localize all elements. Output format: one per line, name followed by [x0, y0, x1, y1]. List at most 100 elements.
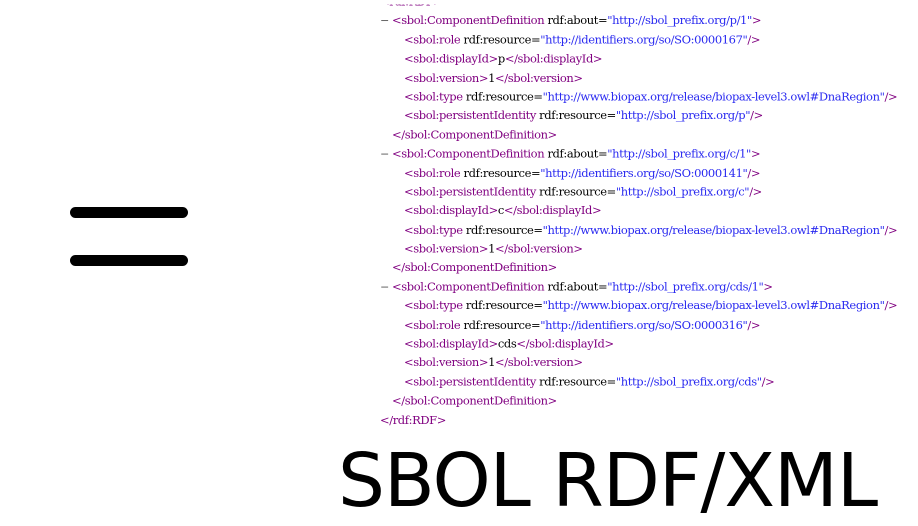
xml-tag: />: [884, 222, 898, 237]
xml-tag: />: [761, 374, 775, 389]
xml-value: "http://sbol_prefix.org/c/1": [607, 146, 751, 161]
xml-value: "http://identifiers.org/so/SO:0000141": [540, 165, 748, 180]
xml-tag: <sbol:ComponentDefinition: [392, 279, 545, 294]
xml-tag: >: [750, 146, 761, 161]
xml-tag: <sbol:displayId>: [404, 51, 498, 66]
xml-line-component-close: </sbol:ComponentDefinition>: [368, 259, 916, 278]
xml-line-child: <sbol:persistentIdentity rdf:resource="h…: [368, 183, 916, 202]
xml-equals: =: [606, 374, 617, 389]
xml-tag: </sbol:version>: [495, 70, 583, 85]
xml-value: "http://www.biopax.org/release/biopax-le…: [542, 298, 885, 313]
xml-tag: <sbol:ComponentDefinition: [392, 13, 545, 28]
xml-line-component-open[interactable]: − <sbol:ComponentDefinition rdf:about="ht…: [368, 12, 916, 31]
xml-line-child: <sbol:role rdf:resource="http://identifi…: [368, 164, 916, 183]
collapse-toggle: −: [380, 280, 389, 294]
xml-line-rdf-open[interactable]: −<rdf:RDF>: [368, 4, 916, 11]
xml-line-child: <sbol:version>1</sbol:version>: [368, 69, 916, 88]
xml-tag: />: [884, 89, 898, 104]
xml-text: cds: [497, 336, 517, 351]
xml-value: "http://sbol_prefix.org/p": [615, 108, 751, 123]
xml-tag: />: [747, 165, 761, 180]
xml-listing: −<rdf:RDF>−<sbol:ComponentDefinition rdf…: [368, 4, 916, 440]
xml-attribute: rdf:resource: [462, 298, 534, 313]
xml-attribute: rdf:resource: [460, 317, 532, 332]
xml-tag: <rdf:RDF>: [380, 4, 443, 8]
xml-tag: <sbol:persistentIdentity: [404, 108, 536, 123]
xml-tag: </sbol:displayId>: [504, 51, 603, 66]
xml-text: 1: [488, 355, 496, 370]
xml-line-child: <sbol:version>1</sbol:version>: [368, 240, 916, 259]
xml-equals: =: [531, 317, 541, 332]
equals-bar-bottom: [70, 255, 188, 266]
xml-tag: <sbol:ComponentDefinition: [392, 146, 545, 161]
xml-tag: <sbol:displayId>: [404, 336, 498, 351]
xml-value: "http://identifiers.org/so/SO:0000167": [540, 32, 748, 47]
xml-equals: =: [533, 298, 543, 313]
xml-equals: =: [531, 165, 541, 180]
xml-tag: <sbol:role: [404, 165, 461, 180]
xml-value: "http://sbol_prefix.org/cds": [615, 374, 762, 389]
xml-tag: </sbol:ComponentDefinition>: [392, 127, 557, 142]
xml-equals: =: [533, 222, 543, 237]
xml-tag: <sbol:version>: [404, 355, 489, 370]
xml-tag: >: [763, 279, 773, 294]
xml-attribute: rdf:resource: [462, 89, 534, 104]
xml-text: 1: [488, 70, 496, 85]
xml-tag: />: [747, 32, 761, 47]
xml-line-rdf-close: </rdf:RDF>: [368, 411, 916, 430]
xml-equals: =: [606, 108, 617, 123]
xml-tag: </sbol:displayId>: [503, 203, 602, 218]
xml-text: c: [497, 203, 504, 218]
xml-tag: <sbol:type: [404, 89, 463, 104]
xml-tag: <sbol:persistentIdentity: [404, 374, 536, 389]
equals-bar-top: [70, 207, 188, 218]
xml-attribute: rdf:about: [544, 13, 599, 28]
xml-line-child: <sbol:role rdf:resource="http://identifi…: [368, 31, 916, 50]
xml-tag: <sbol:persistentIdentity: [404, 184, 536, 199]
xml-value: "http://www.biopax.org/release/biopax-le…: [542, 89, 885, 104]
xml-line-child: <sbol:type rdf:resource="http://www.biop…: [368, 297, 916, 316]
xml-tag: </sbol:ComponentDefinition>: [392, 260, 557, 275]
xml-tag: />: [749, 184, 762, 199]
xml-text: 1: [488, 241, 496, 256]
xml-attribute: rdf:resource: [462, 222, 534, 237]
xml-value: "http://www.biopax.org/release/biopax-le…: [542, 222, 885, 237]
xml-tag: />: [747, 317, 761, 332]
xml-attribute: rdf:about: [544, 279, 599, 294]
xml-attribute: rdf:resource: [460, 165, 532, 180]
xml-tag: <sbol:role: [404, 32, 461, 47]
xml-tag: <sbol:displayId>: [404, 203, 498, 218]
xml-equals: =: [598, 279, 608, 294]
xml-line-component-open[interactable]: − <sbol:ComponentDefinition rdf:about="ht…: [368, 145, 916, 164]
xml-tag: </sbol:version>: [495, 355, 583, 370]
xml-tag: </sbol:version>: [495, 241, 583, 256]
xml-line-child: <sbol:displayId>cds</sbol:displayId>: [368, 335, 916, 354]
xml-tag: </sbol:ComponentDefinition>: [392, 393, 557, 408]
xml-value: "http://sbol_prefix.org/p/1": [607, 13, 752, 28]
xml-attribute: rdf:about: [544, 146, 599, 161]
xml-tag: <sbol:version>: [404, 241, 489, 256]
xml-line-child: <sbol:displayId>p</sbol:displayId>: [368, 50, 916, 69]
xml-line-component-open[interactable]: − <sbol:ComponentDefinition rdf:about="ht…: [368, 278, 916, 297]
xml-equals: =: [531, 32, 541, 47]
xml-equals: =: [598, 13, 608, 28]
xml-line-child: <sbol:persistentIdentity rdf:resource="h…: [368, 373, 916, 392]
xml-value: "http://sbol_prefix.org/c": [615, 184, 750, 199]
xml-attribute: rdf:resource: [535, 108, 607, 123]
collapse-toggle: −: [368, 4, 380, 11]
collapse-toggle: −: [380, 147, 389, 161]
xml-line-component-close: </sbol:ComponentDefinition>: [368, 392, 916, 411]
xml-attribute: rdf:resource: [535, 374, 607, 389]
xml-tag: <sbol:role: [404, 317, 461, 332]
xml-equals: =: [598, 146, 608, 161]
xml-text: p: [497, 51, 505, 66]
caption: SBOL RDF/XML: [338, 438, 878, 524]
xml-line-child: <sbol:role rdf:resource="http://identifi…: [368, 316, 916, 335]
xml-value: "http://sbol_prefix.org/cds/1": [607, 279, 764, 294]
xml-line-child: <sbol:version>1</sbol:version>: [368, 354, 916, 373]
xml-equals: =: [533, 89, 543, 104]
xml-tag: </sbol:displayId>: [516, 336, 614, 351]
xml-equals: =: [606, 184, 617, 199]
xml-line-child: <sbol:type rdf:resource="http://www.biop…: [368, 88, 916, 107]
xml-tag: />: [750, 108, 763, 123]
